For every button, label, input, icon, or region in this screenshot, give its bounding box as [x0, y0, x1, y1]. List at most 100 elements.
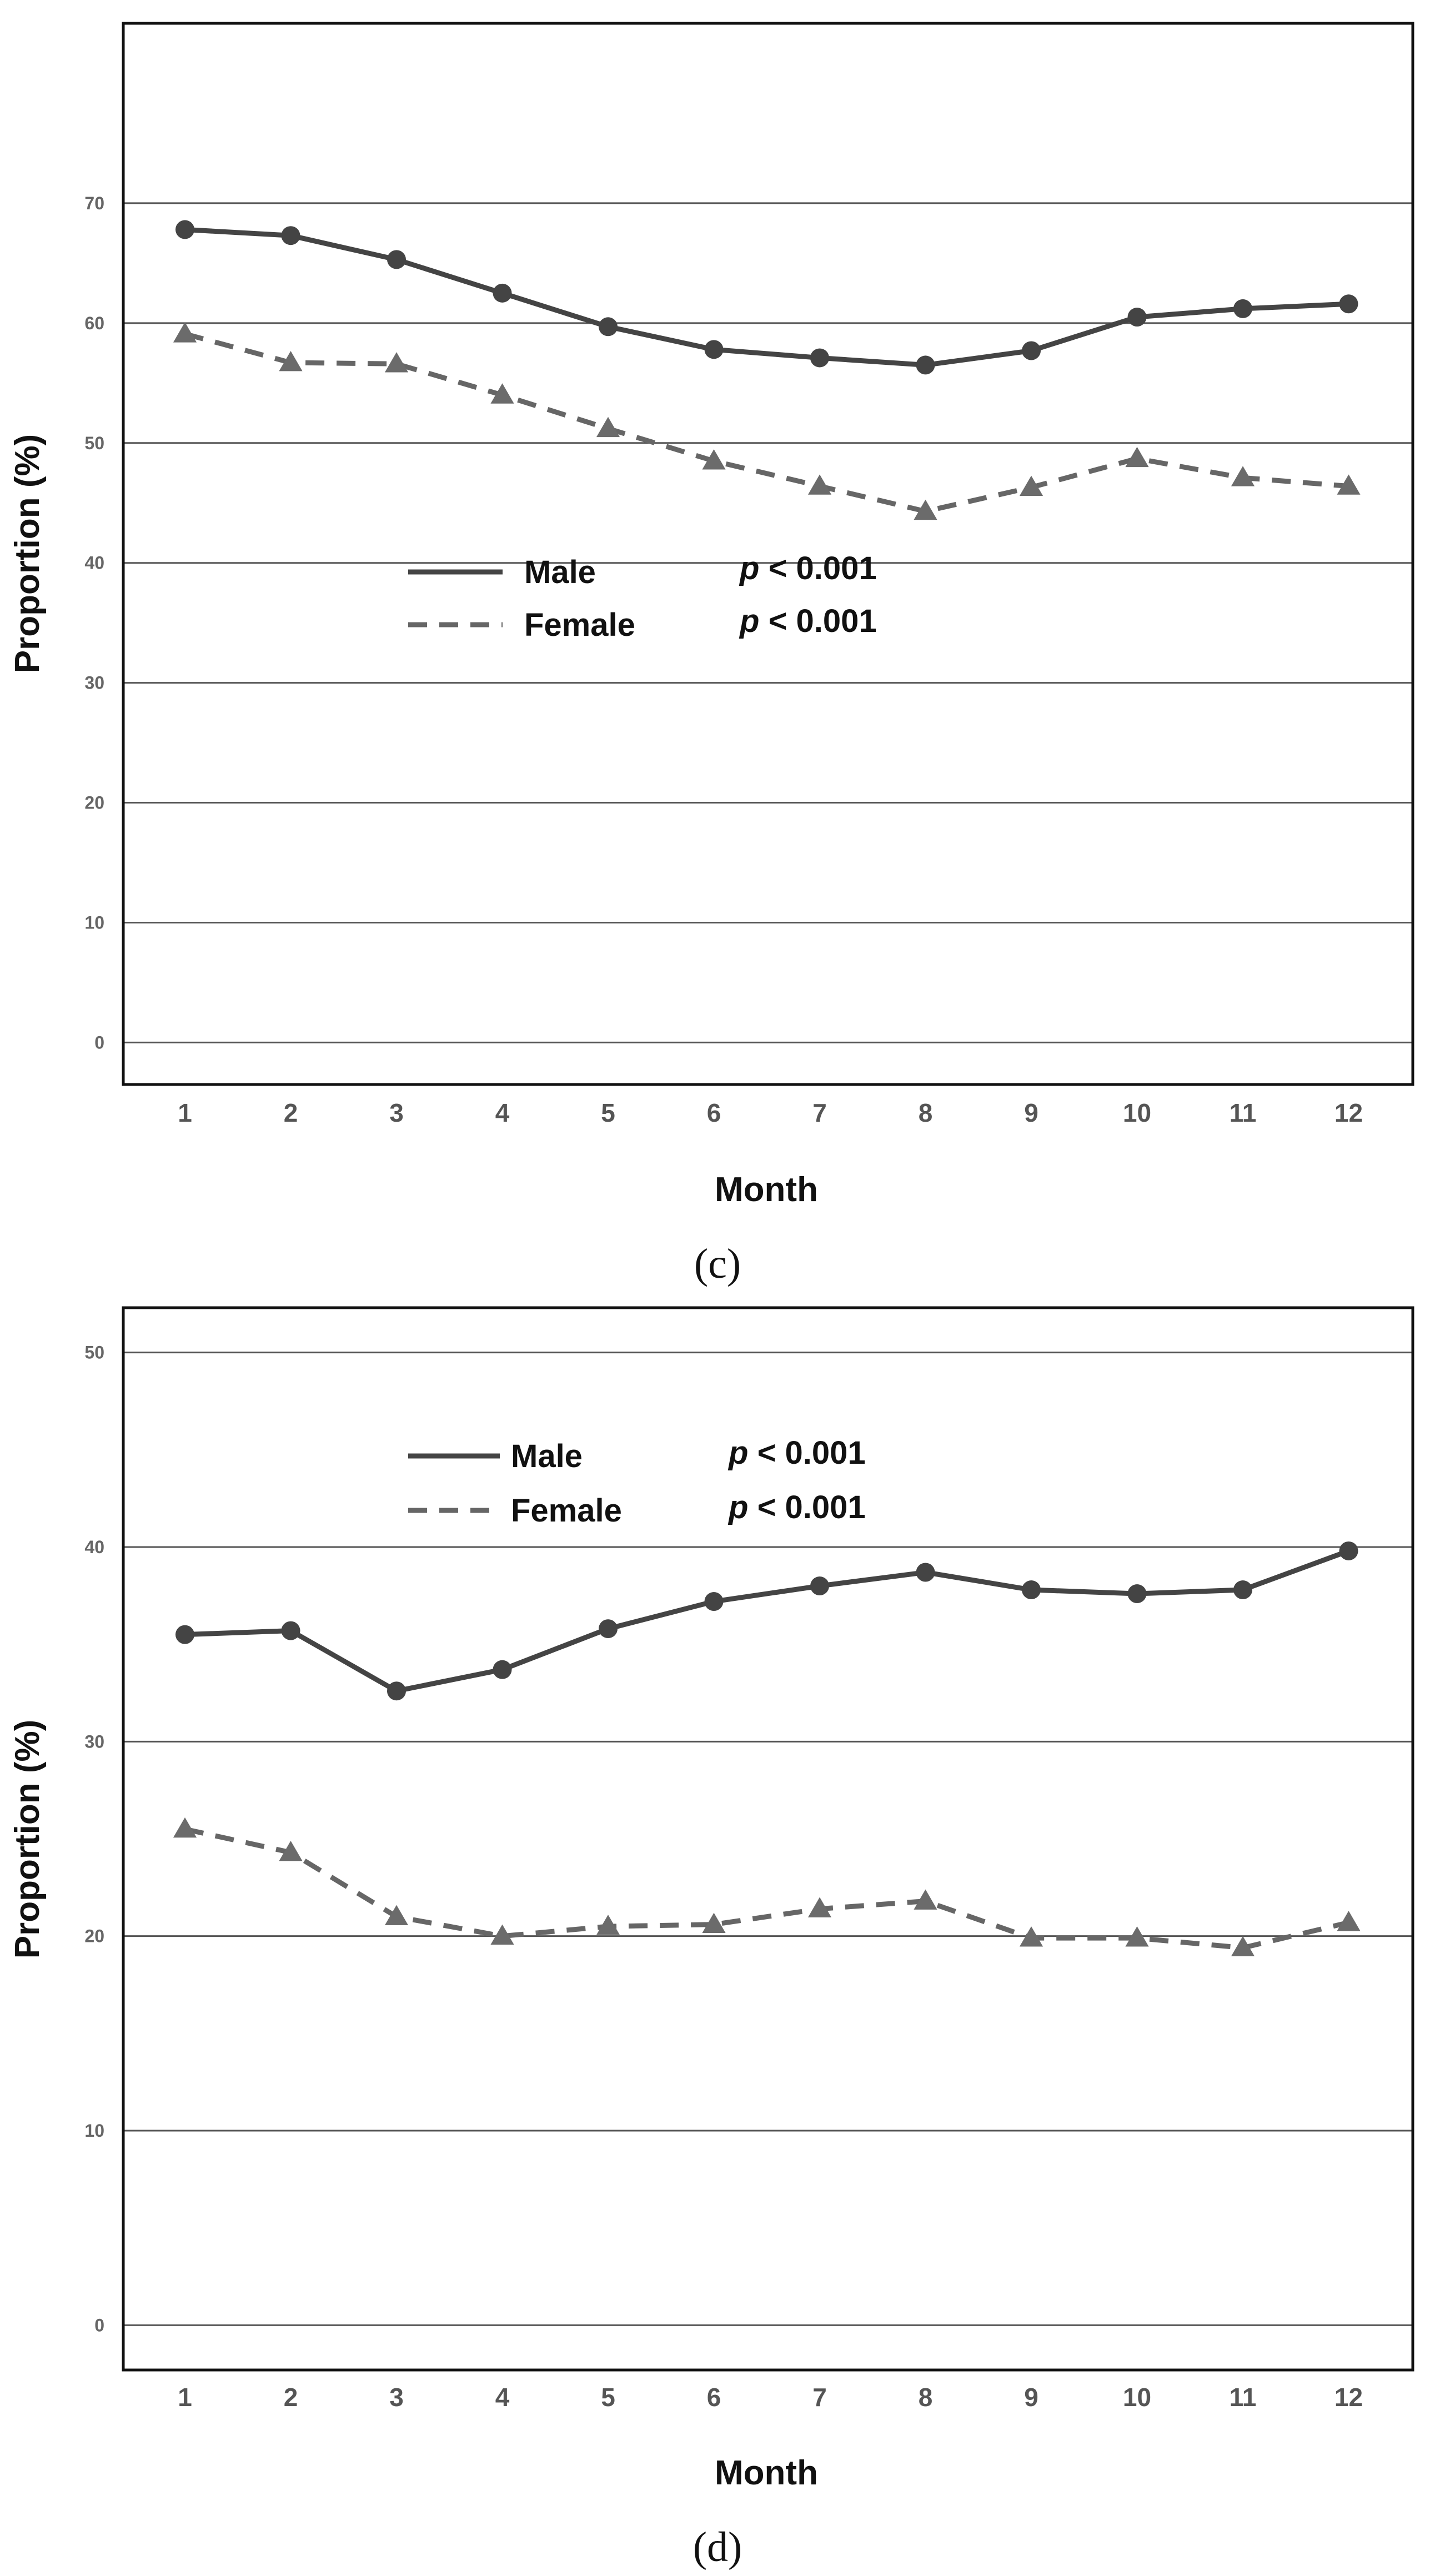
d-female-point [490, 1924, 514, 1945]
c-legend-female-label: Female [524, 607, 635, 643]
d-y-tick-label: 0 [94, 2315, 104, 2335]
d-male-point [599, 1619, 618, 1639]
c-y-tick-label: 50 [84, 433, 104, 453]
c-caption: (c) [694, 1241, 741, 1287]
d-y-tick-label: 50 [84, 1343, 104, 1363]
d-female-point [596, 1915, 620, 1935]
c-x-tick-label: 2 [284, 1098, 298, 1127]
d-gridlines [123, 1352, 1413, 2326]
c-male-point [281, 226, 300, 245]
d-male-point [1022, 1580, 1041, 1600]
c-female-point [1337, 474, 1361, 495]
c-x-tick-label: 1 [178, 1098, 192, 1127]
d-legend-male-pvalue: p < 0.001 [727, 1435, 866, 1471]
d-female-point [1337, 1911, 1361, 1931]
c-legend-female-pvalue: p < 0.001 [739, 603, 877, 639]
c-y-axis-label: Proportion (%) [8, 434, 47, 674]
c-y-tick-label: 20 [84, 793, 104, 813]
d-male-point [175, 1625, 194, 1644]
d-legend-female-label: Female [511, 1493, 622, 1529]
d-female-point [1125, 1926, 1149, 1947]
c-legend-male-label: Male [524, 554, 596, 590]
c-male-line [184, 227, 1349, 368]
c-x-tick-label: 3 [389, 1098, 404, 1127]
c-y-tick-label: 70 [84, 193, 104, 213]
d-male-point [387, 1681, 406, 1701]
d-plot-frame [122, 1306, 1414, 2372]
d-legend-female-p: p [727, 1489, 748, 1525]
d-x-tick-label: 5 [601, 2383, 615, 2412]
c-plot-frame [122, 22, 1414, 1086]
d-female-point [914, 1889, 937, 1910]
d-male-point [704, 1592, 724, 1611]
c-female-point [279, 351, 303, 371]
c-male-point [704, 340, 724, 359]
d-x-tick-label: 9 [1024, 2383, 1038, 2412]
d-male-point [1127, 1584, 1147, 1604]
c-x-tick-label: 10 [1123, 1098, 1151, 1127]
d-female-point [807, 1897, 832, 1917]
c-female-point [914, 499, 937, 520]
c-female-point [807, 474, 832, 495]
c-male-point [916, 355, 935, 375]
d-male-point [916, 1563, 935, 1582]
d-female-point [1019, 1926, 1043, 1947]
d-female-point [1231, 1936, 1255, 1957]
d-male-point [1233, 1580, 1252, 1600]
c-male-point [1022, 341, 1041, 360]
c-x-tick-label: 7 [812, 1098, 827, 1127]
c-male-point [1339, 294, 1358, 314]
c-female-point [173, 322, 197, 343]
d-female-point [173, 1817, 197, 1838]
d-legend-male-p: p [727, 1435, 748, 1471]
d-x-tick-label: 12 [1334, 2383, 1363, 2412]
c-x-tick-label: 4 [495, 1098, 510, 1127]
c-x-tick-label: 6 [707, 1098, 721, 1127]
c-y-tick-label: 40 [84, 553, 104, 573]
c-male-point [387, 250, 406, 269]
c-female-point [1125, 446, 1149, 468]
d-x-tick-label: 10 [1123, 2383, 1151, 2412]
d-legend-female-p-text: < 0.001 [757, 1489, 866, 1525]
c-legend-male-p: p [739, 550, 759, 586]
c-series-group [173, 220, 1361, 520]
d-female-point [279, 1840, 303, 1861]
c-x-tick-label: 9 [1024, 1098, 1038, 1127]
d-x-tick-label: 6 [707, 2383, 721, 2412]
c-legend-female-p-text: < 0.001 [769, 603, 877, 639]
c-y-tick-label: 30 [84, 673, 104, 693]
d-series-group [173, 1541, 1361, 1957]
d-x-tick-label: 11 [1230, 2383, 1257, 2412]
c-female-point [1231, 466, 1255, 486]
c-x-tick-labels: 1 2 3 4 5 6 7 8 9 10 11 12 [178, 1098, 1363, 1127]
d-male-point [810, 1576, 829, 1596]
c-y-tick-label: 60 [84, 313, 104, 333]
d-legend-male-p-text: < 0.001 [757, 1435, 866, 1471]
c-male-point [1233, 299, 1252, 318]
d-female-point [384, 1905, 409, 1925]
d-male-point [493, 1660, 512, 1679]
d-y-tick-label: 20 [84, 1926, 104, 1946]
c-legend-male-p-text: < 0.001 [769, 550, 877, 586]
c-female-line [184, 331, 1349, 514]
c-female-point [702, 449, 726, 470]
d-legend: Male p < 0.001 Female p < 0.001 [408, 1435, 866, 1529]
d-x-tick-label: 3 [389, 2383, 404, 2412]
c-male-point [175, 220, 194, 239]
d-x-tick-label: 2 [284, 2383, 298, 2412]
c-y-tick-label: 10 [84, 912, 104, 932]
c-x-tick-label: 5 [601, 1098, 615, 1127]
c-x-axis-label: Month [715, 1171, 818, 1209]
d-male-point [1339, 1541, 1358, 1560]
d-y-tick-label: 30 [84, 1731, 104, 1751]
d-x-tick-label: 1 [178, 2383, 192, 2412]
c-male-point [810, 348, 829, 368]
d-y-tick-label: 40 [84, 1537, 104, 1557]
c-y-tick-labels: 0 10 20 30 40 50 60 70 [84, 193, 104, 1053]
d-x-tick-label: 4 [495, 2383, 510, 2412]
d-legend-male-label: Male [511, 1438, 583, 1474]
c-female-point [596, 416, 620, 438]
d-female-point [702, 1912, 726, 1933]
